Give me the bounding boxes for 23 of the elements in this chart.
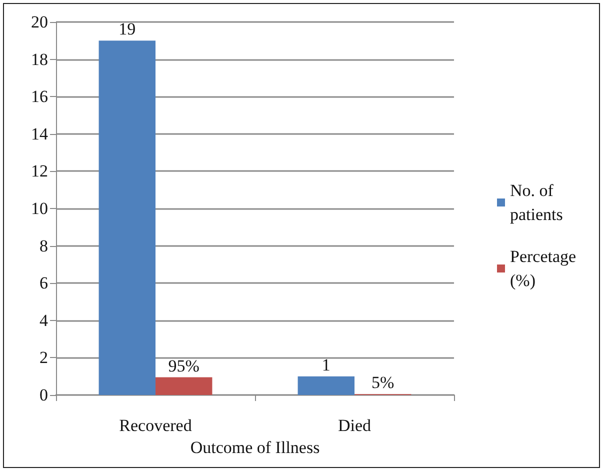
legend-label: Percetage (%) (510, 247, 580, 290)
legend-label: No. of patients (510, 181, 563, 224)
data-label: 19 (118, 20, 136, 39)
bar (298, 376, 354, 395)
y-tick-label: 18 (31, 50, 48, 69)
y-tick-label: 0 (40, 386, 48, 404)
y-tick-label: 8 (40, 236, 48, 256)
data-label: 95% (168, 356, 200, 376)
x-tick-label: Recovered (119, 416, 192, 435)
data-label: 1 (322, 355, 330, 374)
x-axis-title: Outcome of Illness (190, 438, 320, 457)
bar (98, 40, 156, 395)
bar (156, 377, 212, 395)
data-label: 5% (372, 373, 394, 392)
y-tick-label: 20 (31, 12, 48, 32)
y-tick-label: 4 (40, 310, 48, 330)
y-tick-label: 2 (40, 348, 48, 368)
y-tick-label: 10 (31, 199, 48, 218)
y-tick-label: 12 (31, 162, 48, 181)
x-tick-label: Died (338, 416, 372, 435)
y-tick-label: 6 (40, 274, 48, 293)
y-tick-label: 14 (31, 124, 48, 144)
y-tick-label: 16 (31, 87, 48, 106)
